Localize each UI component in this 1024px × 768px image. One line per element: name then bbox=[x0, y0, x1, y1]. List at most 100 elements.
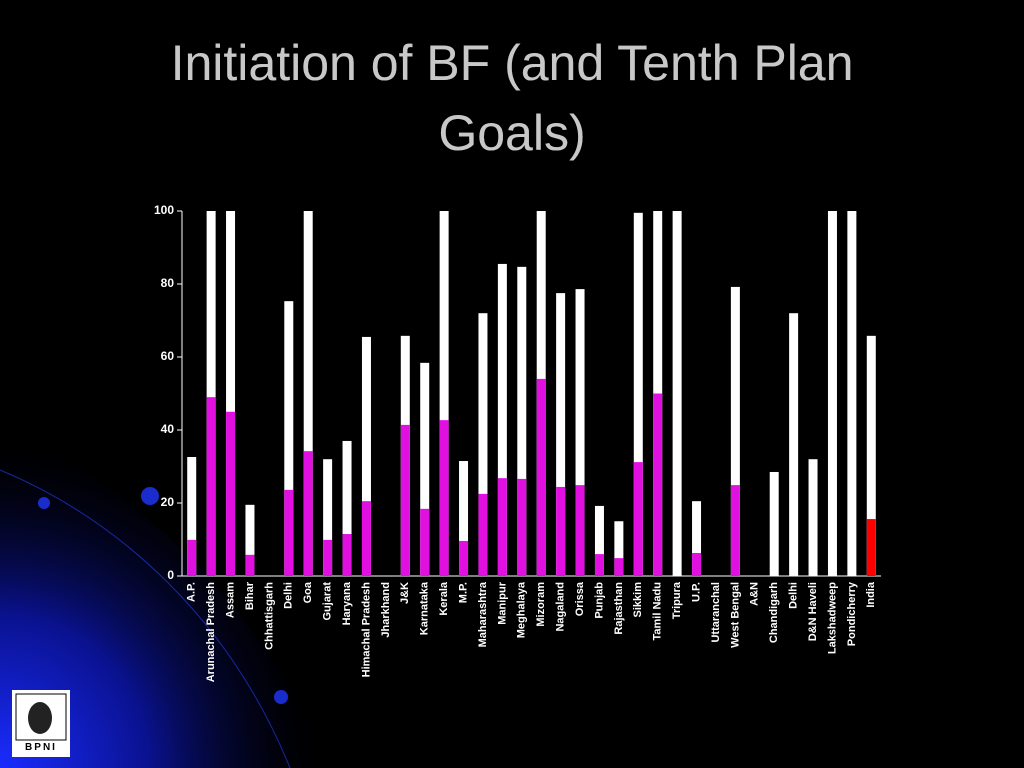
x-tick-label: Karnataka bbox=[419, 581, 431, 635]
x-tick-label: Orissa bbox=[574, 581, 586, 616]
decor-line bbox=[0, 469, 291, 768]
bar bbox=[692, 553, 702, 576]
bar bbox=[459, 540, 469, 576]
x-tick-label: Tripura bbox=[671, 581, 683, 619]
bar bbox=[206, 397, 216, 576]
bar bbox=[226, 411, 236, 576]
x-tick-label: Arunachal Pradesh bbox=[205, 582, 217, 683]
bar bbox=[323, 459, 333, 576]
y-tick-label: 60 bbox=[161, 349, 175, 363]
bar bbox=[459, 461, 469, 576]
bar bbox=[400, 424, 410, 576]
bar bbox=[614, 521, 624, 576]
bar bbox=[633, 462, 643, 576]
bar bbox=[633, 212, 643, 576]
bar bbox=[769, 471, 779, 576]
x-tick-label: Manipur bbox=[496, 581, 508, 624]
bar bbox=[226, 211, 236, 576]
bar bbox=[187, 457, 197, 576]
bar bbox=[575, 289, 585, 576]
bar bbox=[439, 211, 449, 576]
bar bbox=[245, 504, 255, 576]
y-tick-label: 80 bbox=[161, 276, 175, 290]
x-tick-label: Tamil Nadu bbox=[652, 582, 664, 640]
decor-dot bbox=[274, 690, 288, 704]
bar bbox=[594, 505, 604, 576]
bar bbox=[478, 493, 488, 576]
bar bbox=[517, 478, 527, 576]
x-tick-label: M.P. bbox=[457, 582, 469, 603]
bar bbox=[323, 539, 333, 576]
x-tick-label: A&N bbox=[749, 582, 761, 606]
x-tick-label: Himachal Pradesh bbox=[360, 582, 372, 678]
bar bbox=[614, 558, 624, 576]
x-tick-label: Sikkim bbox=[632, 582, 644, 618]
bar bbox=[342, 534, 352, 576]
bar bbox=[556, 486, 566, 576]
x-tick-label: Delhi bbox=[283, 582, 295, 609]
bar bbox=[575, 485, 585, 576]
bar bbox=[594, 554, 604, 576]
x-tick-label: Uttaranchal bbox=[710, 582, 722, 643]
x-tick-label: West Bengal bbox=[729, 582, 741, 648]
bar bbox=[206, 211, 216, 576]
x-tick-label: Pondicherry bbox=[846, 581, 858, 646]
bar bbox=[497, 263, 507, 576]
y-tick-label: 0 bbox=[167, 568, 174, 582]
x-tick-label: Mizoram bbox=[535, 582, 547, 627]
logo-frame bbox=[15, 693, 67, 741]
x-tick-label: D&N Haveli bbox=[807, 582, 819, 641]
bar bbox=[730, 286, 740, 576]
x-tick-label: U.P. bbox=[690, 582, 702, 602]
bar bbox=[245, 554, 255, 576]
x-tick-label: A.P. bbox=[186, 582, 198, 602]
bar bbox=[478, 313, 488, 576]
bar bbox=[187, 539, 197, 576]
x-tick-label: Assam bbox=[224, 582, 236, 618]
x-tick-label: Delhi bbox=[788, 582, 800, 609]
bar bbox=[420, 508, 430, 576]
x-tick-label: Kerala bbox=[438, 581, 450, 616]
x-tick-label: J&K bbox=[399, 582, 411, 604]
x-tick-label: Lakshadweep bbox=[826, 582, 838, 654]
bar bbox=[827, 211, 837, 576]
decor-dot bbox=[141, 487, 159, 505]
bar bbox=[420, 362, 430, 576]
bar bbox=[730, 485, 740, 576]
x-tick-label: Rajasthan bbox=[613, 582, 625, 635]
bar bbox=[303, 451, 313, 576]
bar bbox=[866, 335, 876, 576]
x-tick-label: Chandigarh bbox=[768, 582, 780, 643]
plot: 0 20 40 60 80 100 A.P. Arunachal Pradesh Assam Bi… bbox=[154, 203, 881, 682]
x-tick-label: Gujarat bbox=[322, 582, 334, 621]
logo-figure bbox=[28, 702, 52, 734]
bar bbox=[284, 489, 294, 576]
x-tick-label: Maharashtra bbox=[477, 581, 489, 647]
bar bbox=[847, 211, 857, 576]
logo: BPNI bbox=[12, 690, 70, 757]
x-tick-label: Nagaland bbox=[555, 582, 567, 632]
x-tick-label: Jharkhand bbox=[380, 582, 392, 638]
bar bbox=[808, 459, 818, 576]
y-tick-label: 40 bbox=[161, 422, 175, 436]
x-tick-label: Meghalaya bbox=[516, 581, 528, 638]
decor-dot bbox=[38, 497, 50, 509]
bar bbox=[517, 266, 527, 576]
bar bbox=[439, 420, 449, 576]
bar bbox=[303, 211, 313, 576]
chart-title: Initiation of BF (and Tenth Plan Goals) bbox=[171, 35, 854, 161]
bar bbox=[284, 301, 294, 576]
bar bbox=[653, 393, 663, 576]
bar bbox=[672, 211, 682, 576]
x-tick-label: Goa bbox=[302, 581, 314, 603]
y-tick-label: 100 bbox=[154, 203, 174, 217]
bar bbox=[536, 378, 546, 576]
x-tick-label: Chhattisgarh bbox=[263, 582, 275, 650]
bar bbox=[361, 501, 371, 576]
x-tick-label: Punjab bbox=[593, 582, 605, 619]
bar bbox=[497, 478, 507, 576]
logo-text: BPNI bbox=[25, 742, 57, 753]
bar bbox=[342, 440, 352, 576]
x-tick-label: India bbox=[865, 581, 877, 608]
